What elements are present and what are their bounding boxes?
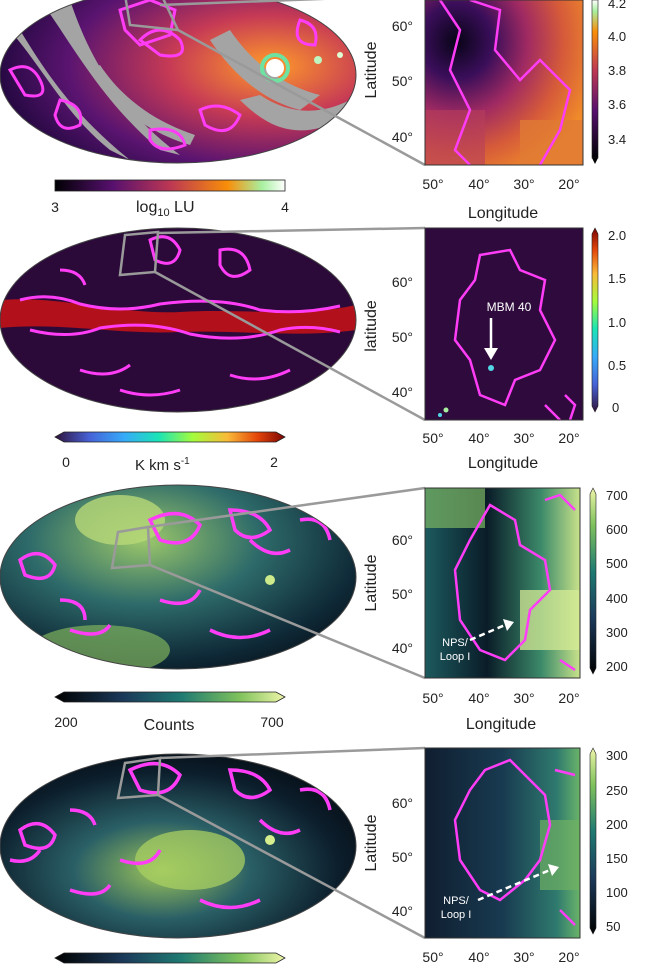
side-tick: 200: [606, 659, 628, 674]
colorbar-xray2: [54, 952, 286, 964]
lon-tick-50: 50°: [422, 690, 443, 706]
side-tick: 3.6: [608, 97, 626, 112]
side-tick: 1.5: [608, 271, 626, 286]
side-tick: 1.0: [608, 315, 626, 330]
lat-tick-60: 60°: [392, 532, 413, 548]
side-tick: 4.0: [608, 29, 626, 44]
lon-tick-30: 30°: [513, 430, 534, 446]
zoom-connector-top: [159, 0, 326, 7]
zoom-ylabel: Latitude: [363, 814, 380, 871]
lat-tick-40: 40°: [392, 129, 413, 145]
lat-tick-60: 60°: [392, 274, 413, 290]
side-tick: 200: [606, 817, 628, 832]
allsky-map-xray2: [0, 754, 356, 938]
lat-tick-50: 50°: [392, 329, 413, 345]
side-colorbar-xray2: [589, 747, 597, 935]
cbar-tick-min: 200: [54, 714, 78, 730]
lon-tick-20: 20°: [558, 949, 579, 965]
side-tick: 100: [606, 885, 628, 900]
side-tick: 300: [606, 748, 628, 763]
colorbar-lu: [54, 179, 286, 192]
zoom-ylabel: Latitude: [363, 41, 380, 98]
cbar-tick-min: 3: [51, 199, 59, 215]
zoom-ylabel: latitude: [363, 300, 380, 352]
side-tick: 300: [606, 625, 628, 640]
annotation-nps-line2: Loop I: [440, 651, 471, 663]
annotation-nps-line1: NPS/: [442, 637, 469, 649]
lat-tick-40: 40°: [392, 384, 413, 400]
zoom-panel-co: MBM 40: [424, 227, 584, 421]
annotation-nps-line1: NPS/: [443, 895, 470, 907]
side-tick: 3.8: [608, 63, 626, 78]
zoom-panel-xray2: NPS/ Loop I: [424, 747, 581, 939]
side-tick: 250: [606, 783, 628, 798]
zoom-panel-xray1: NPS/ Loop I: [424, 487, 581, 679]
lon-tick-50: 50°: [422, 949, 443, 965]
lat-tick-60: 60°: [392, 795, 413, 811]
lon-tick-40: 40°: [468, 176, 489, 192]
lat-tick-40: 40°: [392, 640, 413, 656]
annotation-nps-line2: Loop I: [441, 909, 472, 921]
side-tick: 0.5: [608, 358, 626, 373]
side-tick: 4.2: [608, 0, 626, 11]
zoom-panel-lu: [424, 0, 584, 166]
lon-tick-20: 20°: [558, 430, 579, 446]
side-tick: 2.0: [608, 228, 626, 243]
lon-tick-30: 30°: [513, 176, 534, 192]
cbar-label-lu: log10 LU: [136, 199, 195, 219]
cbar-tick-max: 2: [270, 454, 278, 470]
zoom-connector-bottom: [177, 28, 426, 167]
lon-tick-30: 30°: [513, 949, 534, 965]
side-tick: 150: [606, 851, 628, 866]
side-colorbar-co: [591, 227, 599, 413]
allsky-map-co: [0, 228, 356, 412]
zoom-xlabel: Longitude: [468, 205, 538, 222]
cbar-tick-max: 4: [281, 199, 289, 215]
lon-tick-40: 40°: [468, 430, 489, 446]
side-colorbar-lu: [591, 0, 599, 159]
lon-tick-20: 20°: [558, 690, 579, 706]
colorbar-co: [54, 431, 286, 443]
lat-tick-50: 50°: [392, 73, 413, 89]
side-colorbar-xray1: [589, 487, 597, 675]
lat-tick-60: 60°: [392, 18, 413, 34]
map-outline: [0, 0, 357, 164]
cbar-label-xray1: Counts: [144, 717, 195, 734]
allsky-map-xray1: [0, 485, 356, 669]
side-tick: 600: [606, 522, 628, 537]
lon-tick-40: 40°: [468, 690, 489, 706]
cbar-tick-max: 700: [260, 714, 284, 730]
lon-tick-50: 50°: [422, 430, 443, 446]
lon-tick-30: 30°: [513, 690, 534, 706]
allsky-map-lu: [0, 0, 356, 163]
side-tick: 700: [606, 488, 628, 503]
side-tick: 500: [606, 556, 628, 571]
panel-xray1: 200 700 Counts NPS/ Loop I 60° 50° 40° L…: [0, 484, 628, 734]
side-tick: 0: [612, 400, 619, 415]
lon-tick-50: 50°: [422, 176, 443, 192]
panel-co: 0 2 K km s-1 MBM 40 60° 50° 40° latitude…: [0, 226, 626, 474]
side-tick: 400: [606, 591, 628, 606]
lon-tick-40: 40°: [468, 949, 489, 965]
colorbar-xray1: [54, 691, 286, 703]
side-tick: 50: [606, 919, 620, 934]
zoom-ylabel: Latitude: [363, 554, 380, 611]
cbar-tick-min: 0: [62, 454, 70, 470]
lat-tick-50: 50°: [392, 849, 413, 865]
zoom-xlabel: Longitude: [466, 716, 536, 733]
annotation-mbm40: MBM 40: [487, 300, 532, 314]
lon-tick-20: 20°: [558, 176, 579, 192]
panel-xray2: NPS/ Loop I 60° 50° 40° Latitude 50° 40°…: [0, 746, 628, 965]
panel-lu: 3 4 log10 LU 60° 50° 40° Latitude 50° 40…: [0, 0, 626, 222]
lat-tick-40: 40°: [392, 903, 413, 919]
cbar-label-co: K km s-1: [135, 456, 190, 474]
side-tick: 3.4: [608, 132, 626, 147]
zoom-xlabel: Longitude: [468, 455, 538, 472]
lat-tick-50: 50°: [392, 586, 413, 602]
